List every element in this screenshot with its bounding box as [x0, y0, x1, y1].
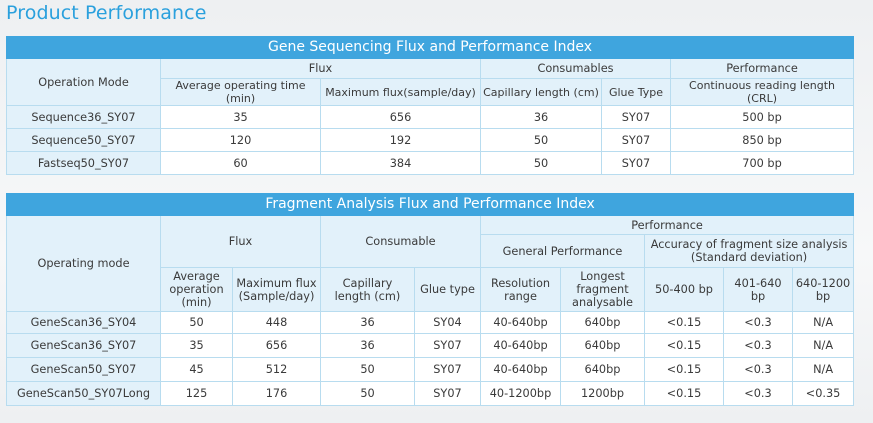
cell: <0.3	[723, 357, 793, 382]
column-header: Glue Type	[601, 78, 671, 106]
cell: Sequence36_SY07	[6, 105, 161, 129]
column-header: Resolution range	[480, 267, 561, 312]
cell: 36	[320, 333, 415, 358]
cell: <0.15	[644, 311, 724, 334]
cell: 36	[480, 105, 602, 129]
cell: 40-640bp	[480, 333, 561, 358]
column-header: Maximum flux(sample/day)	[320, 78, 481, 106]
cell: 192	[320, 128, 481, 152]
cell: 656	[320, 105, 481, 129]
table-row: GeneScan50_SY07 45 512 50 SY07 40-640bp …	[6, 357, 855, 382]
table-title: Fragment Analysis Flux and Performance I…	[5, 193, 855, 216]
cell: Fastseq50_SY07	[6, 151, 161, 175]
cell: GeneScan50_SY07Long	[6, 381, 161, 406]
cell: SY07	[414, 333, 481, 358]
cell: 45	[160, 357, 233, 382]
cell: SY07	[601, 151, 671, 175]
column-header: Average operation (min)	[160, 267, 233, 312]
column-header: 640-1200 bp	[791, 267, 855, 312]
cell: 36	[320, 311, 415, 334]
cell: GeneScan50_SY07	[6, 357, 161, 382]
cell: 120	[160, 128, 321, 152]
cell: <0.3	[723, 311, 793, 334]
cell: 656	[232, 333, 321, 358]
column-header: Operating mode	[6, 215, 161, 312]
column-header: Accuracy of fragment size analysis (Stan…	[643, 234, 855, 268]
cell: 176	[232, 381, 321, 406]
column-header: Continuous reading length (CRL)	[669, 78, 855, 106]
cell: 850 bp	[669, 128, 855, 152]
cell: <0.3	[723, 333, 793, 358]
column-header: Performance	[669, 58, 855, 79]
cell: 40-640bp	[480, 311, 561, 334]
cell: SY07	[601, 105, 671, 129]
cell: N/A	[791, 333, 855, 358]
table-row: Fastseq50_SY07 60 384 50 SY07 700 bp	[6, 151, 855, 175]
column-header: Flux	[160, 215, 321, 268]
column-header: Glue type	[414, 267, 481, 312]
column-header: 401-640 bp	[723, 267, 793, 312]
cell: 512	[232, 357, 321, 382]
cell: 50	[480, 151, 602, 175]
cell: <0.35	[791, 381, 855, 406]
cell: 50	[320, 381, 415, 406]
cell: 125	[160, 381, 233, 406]
cell: GeneScan36_SY07	[6, 333, 161, 358]
column-header: Flux	[160, 58, 481, 79]
cell: 640bp	[560, 311, 645, 334]
cell: SY07	[414, 381, 481, 406]
cell: 500 bp	[669, 105, 855, 129]
cell: N/A	[791, 357, 855, 382]
cell: 1200bp	[560, 381, 645, 406]
column-header: Maximum flux (Sample/day)	[232, 267, 321, 312]
cell: N/A	[791, 311, 855, 334]
table-title: Gene Sequencing Flux and Performance Ind…	[5, 36, 855, 59]
column-header: Longest fragment analysable	[560, 267, 645, 312]
cell: 640bp	[560, 357, 645, 382]
cell: GeneScan36_SY04	[6, 311, 161, 334]
gene-sequencing-table: Gene Sequencing Flux and Performance Ind…	[5, 36, 855, 175]
table-row: GeneScan50_SY07Long 125 176 50 SY07 40-1…	[6, 381, 855, 406]
table-row: GeneScan36_SY07 35 656 36 SY07 40-640bp …	[6, 333, 855, 358]
cell: 35	[160, 333, 233, 358]
column-header: Performance	[479, 215, 855, 235]
cell: 35	[160, 105, 321, 129]
cell: <0.3	[723, 381, 793, 406]
column-header: 50-400 bp	[644, 267, 724, 312]
column-header: Consumables	[480, 58, 671, 79]
cell: 50	[480, 128, 602, 152]
cell: <0.15	[644, 333, 724, 358]
column-header: Consumable	[320, 215, 481, 268]
cell: 700 bp	[669, 151, 855, 175]
cell: Sequence50_SY07	[6, 128, 161, 152]
fragment-analysis-table: Fragment Analysis Flux and Performance I…	[5, 193, 855, 406]
column-header: Operation Mode	[6, 58, 161, 106]
cell: 40-1200bp	[480, 381, 561, 406]
cell: 40-640bp	[480, 357, 561, 382]
table-row: Sequence50_SY07 120 192 50 SY07 850 bp	[6, 128, 855, 152]
page-title: Product Performance	[6, 2, 207, 24]
cell: 384	[320, 151, 481, 175]
cell: <0.15	[644, 381, 724, 406]
table-row: Sequence36_SY07 35 656 36 SY07 500 bp	[6, 105, 855, 129]
cell: <0.15	[644, 357, 724, 382]
column-header: Average operating time (min)	[160, 78, 321, 106]
cell: 50	[320, 357, 415, 382]
cell: SY04	[414, 311, 481, 334]
table-row: GeneScan36_SY04 50 448 36 SY04 40-640bp …	[6, 311, 855, 334]
column-header: General Performance	[480, 234, 645, 268]
column-header: Capillary length (cm)	[320, 267, 415, 312]
cell: SY07	[414, 357, 481, 382]
cell: SY07	[601, 128, 671, 152]
cell: 50	[160, 311, 233, 334]
column-header: Capillary length (cm)	[480, 78, 602, 106]
cell: 448	[232, 311, 321, 334]
cell: 640bp	[560, 333, 645, 358]
cell: 60	[160, 151, 321, 175]
